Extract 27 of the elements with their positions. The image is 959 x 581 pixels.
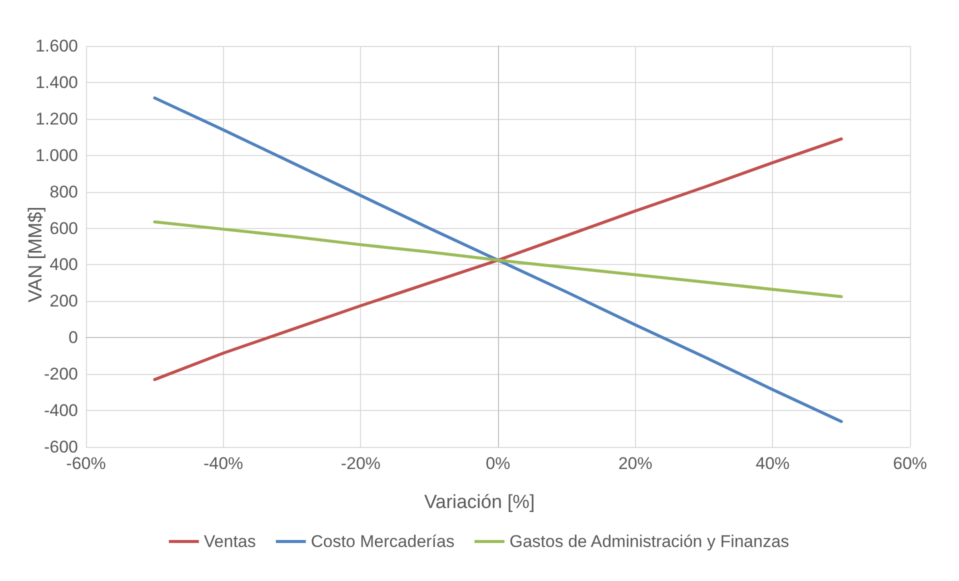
- y-tick-label: -200: [44, 364, 78, 384]
- y-tick-label: 1.600: [35, 36, 78, 56]
- y-axis-title: VAN [MM$]: [26, 206, 46, 302]
- line-series: [153, 137, 843, 382]
- x-tick-label: 0%: [486, 454, 510, 473]
- x-tick-label: -20%: [340, 454, 381, 473]
- line-series: [153, 96, 843, 423]
- y-tick-label: 1.000: [35, 146, 78, 165]
- y-tick-label: 200: [50, 292, 78, 311]
- legend-label: Costo Mercaderías: [310, 532, 454, 551]
- legend-label: Ventas: [204, 532, 256, 551]
- y-tick-label: 800: [50, 182, 78, 202]
- x-axis-title: Variación [%]: [424, 492, 535, 513]
- x-tick-label: 60%: [892, 454, 928, 473]
- y-tick-label: 600: [50, 218, 78, 238]
- x-tick-label: 20%: [618, 454, 652, 473]
- y-tick-label: -600: [44, 438, 78, 456]
- y-tick-label: 1.400: [35, 72, 78, 92]
- y-tick-label: 1.200: [35, 109, 78, 128]
- x-tick-label: -60%: [66, 454, 106, 473]
- x-tick-label: 40%: [756, 454, 790, 473]
- y-tick-label: 400: [50, 255, 78, 274]
- line-series: [153, 220, 843, 298]
- y-tick-label: 0: [68, 328, 78, 348]
- legend-label: Gastos de Administración y Finanzas: [509, 532, 790, 551]
- y-tick-label: -400: [44, 401, 78, 420]
- x-tick-label: -40%: [203, 454, 244, 473]
